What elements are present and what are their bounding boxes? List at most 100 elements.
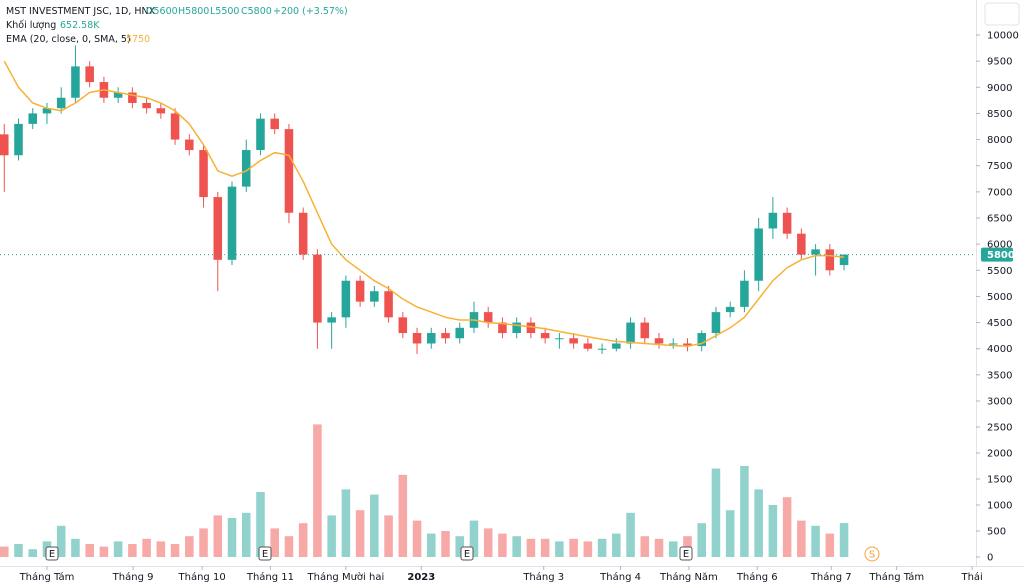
candle-body [441, 333, 450, 339]
volume-bar [697, 523, 706, 557]
volume-bar [327, 515, 336, 557]
event-marker [679, 546, 693, 561]
volume-bar [355, 510, 365, 557]
candle-body [768, 212, 778, 229]
candle-body [683, 343, 692, 347]
candle-body [668, 343, 678, 345]
ohlc-open: O5600 [146, 6, 178, 17]
candle-body [825, 249, 835, 271]
x-tick-label: Tháng 4 [599, 571, 641, 583]
volume-value: 652.58K [60, 20, 100, 31]
candle-body [555, 338, 564, 340]
y-tick-label: 8000 [987, 135, 1012, 146]
candle-body [227, 186, 237, 260]
volume-bar [412, 520, 422, 557]
y2-tick-label: 1000 [987, 501, 1012, 512]
volume-bar [0, 546, 9, 557]
volume-bar [298, 523, 308, 557]
volume-bar [384, 515, 393, 557]
volume-bar [583, 541, 593, 557]
y-tick-label: 6000 [987, 240, 1012, 251]
candle-body [540, 333, 550, 339]
candle-body [56, 97, 66, 109]
y-tick-label: 10000 [987, 31, 1019, 42]
volume-bar [797, 520, 806, 557]
volume-bar [711, 468, 721, 557]
volume-bar [113, 541, 123, 557]
volume-bar [370, 494, 379, 557]
x-tick-label: Tháng Mười hai [307, 571, 385, 583]
volume-bar [612, 533, 621, 557]
y-tick-label: 9500 [987, 57, 1012, 68]
candle-body [355, 280, 365, 302]
x-tick-label: Thái [960, 571, 982, 583]
volume-bar [839, 523, 849, 557]
plot [0, 45, 976, 557]
candle-body [498, 322, 507, 334]
candle-body [42, 108, 52, 114]
candle-body [270, 118, 279, 130]
candle-body [839, 254, 849, 266]
candle-body [412, 333, 422, 344]
volume-bar [526, 538, 536, 557]
volume-bar [441, 531, 450, 557]
candle-body [156, 108, 166, 114]
event-marker [460, 546, 474, 561]
volume-bar [626, 512, 635, 557]
volume-bar [71, 538, 80, 557]
volume-bar [398, 474, 408, 557]
candle-body [213, 197, 223, 260]
event-label: S [869, 550, 875, 561]
event-marker [258, 546, 272, 561]
candle-body [185, 139, 194, 151]
ohlc-high: H5800 [178, 6, 209, 17]
volume-bar [128, 544, 137, 557]
volume-bar [483, 528, 493, 557]
x-tick-label: Tháng 9 [112, 571, 154, 583]
candle-body [455, 327, 465, 339]
volume-name: Khối lượng [6, 20, 56, 31]
candle-body [811, 249, 820, 255]
candle-body [711, 312, 721, 334]
x-tick-label: Tháng 11 [246, 571, 294, 583]
candle-body [427, 333, 436, 344]
candle-body [85, 66, 94, 83]
y-tick-label: 7000 [987, 187, 1012, 198]
volume-bar [569, 538, 578, 557]
volume-bar [768, 505, 778, 557]
volume-bar [512, 536, 521, 557]
volume-bar [185, 536, 194, 557]
volume-bar [170, 544, 180, 557]
x-tick-label: Tháng 3 [522, 571, 564, 583]
y2-tick-label: 1500 [987, 475, 1012, 486]
candle-body [313, 254, 322, 323]
ohlc-low: L5500 [210, 6, 239, 17]
candle-body [241, 150, 251, 187]
ema-line [3, 60, 845, 347]
y-tick-label: 7500 [987, 161, 1012, 172]
y2-tick-label: 2000 [987, 449, 1012, 460]
candle-body [384, 291, 393, 318]
volume-bar [28, 549, 38, 557]
candle-body [327, 317, 336, 323]
last-price-label: 5800 [987, 250, 1015, 261]
candle-body [0, 134, 9, 156]
volume-bar [782, 497, 792, 557]
candle-body [128, 92, 137, 103]
candle-body [170, 113, 180, 140]
candle-body [284, 129, 294, 213]
candle-body [612, 343, 621, 349]
settings-button[interactable] [984, 2, 1020, 26]
volume-bar [270, 528, 279, 557]
volume-bar [156, 541, 166, 557]
candle-body [754, 228, 763, 281]
candle-body [113, 92, 123, 98]
volume-bar [555, 541, 564, 557]
x-tick-label: Tháng Năm [659, 571, 718, 583]
y-tick-label: 9000 [987, 83, 1012, 94]
x-tick-label: Tháng 10 [178, 571, 226, 583]
volume-bar [498, 533, 507, 557]
volume-bar [740, 466, 749, 557]
ema-name: EMA (20, close, 0, SMA, 5) [6, 34, 131, 45]
